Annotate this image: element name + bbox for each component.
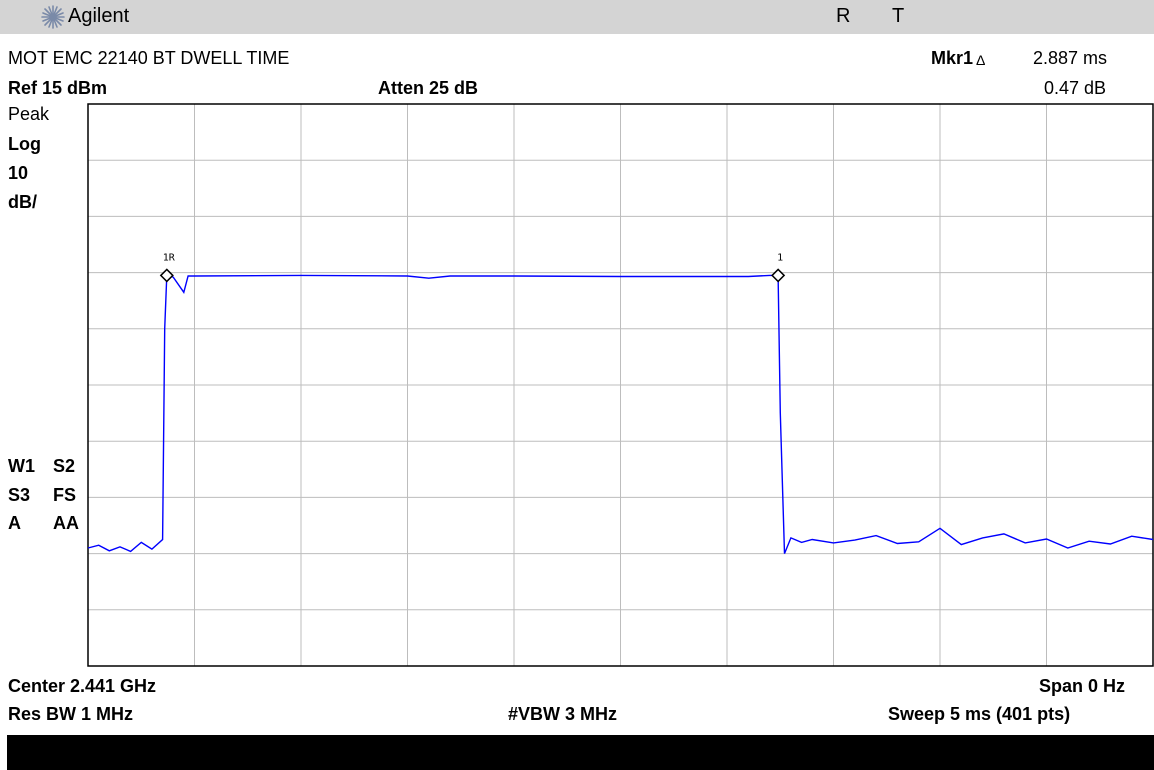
attenuation-readout: Atten 25 dB: [378, 78, 479, 98]
scale-unit-label: dB/: [8, 192, 37, 212]
message-bar: [7, 735, 1154, 770]
marker-diamond: [771, 268, 786, 283]
trace-flag-w1: W1: [8, 456, 35, 476]
brand-name: Agilent: [68, 5, 130, 27]
marker-label: Mkr1: [931, 48, 974, 68]
screen-title: MOT EMC 22140 BT DWELL TIME: [8, 48, 290, 68]
agilent-spark-icon: [41, 5, 65, 29]
trace-flag-s2: S2: [53, 456, 76, 476]
center-frequency: Center 2.441 GHz: [8, 676, 157, 696]
sweep-trace: [87, 274, 1154, 554]
reference-level: Ref 15 dBm: [8, 78, 108, 98]
detector-label: Peak: [8, 104, 50, 124]
status-flag-trigger: T: [892, 5, 905, 27]
marker-label: 1R: [163, 252, 176, 263]
scale-value-label: 10: [8, 163, 29, 183]
marker-level-readout: 0.47 dB: [1044, 78, 1107, 98]
graticule: [87, 103, 1154, 667]
marker-diamond: [159, 268, 174, 283]
scale-type-label: Log: [8, 134, 41, 154]
marker-time-readout: 2.887 ms: [1033, 48, 1108, 68]
trace-flag-s3: S3: [8, 485, 31, 505]
trace-flag-aa: AA: [53, 513, 79, 533]
markers: 1R 1: [159, 252, 786, 283]
trace-flag-fs: FS: [53, 485, 77, 505]
trace-flag-a: A: [8, 513, 21, 533]
plot-frame: [87, 103, 1154, 667]
span-readout: Span 0 Hz: [1039, 676, 1126, 696]
delta-symbol: Δ: [976, 52, 986, 68]
marker-label: 1: [777, 252, 783, 263]
title-bar: Agilent R T: [0, 0, 1154, 34]
sweep-readout: Sweep 5 ms (401 pts): [888, 704, 1071, 724]
resolution-bandwidth: Res BW 1 MHz: [8, 704, 134, 724]
status-flag-remote: R: [836, 5, 851, 27]
video-bandwidth: #VBW 3 MHz: [508, 704, 618, 724]
